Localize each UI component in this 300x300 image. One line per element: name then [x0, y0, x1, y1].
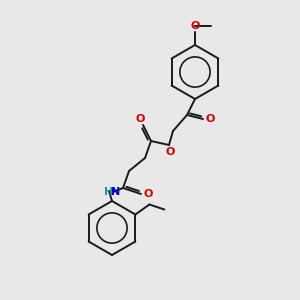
Text: N: N [111, 187, 121, 197]
Text: O: O [190, 21, 200, 31]
Text: O: O [165, 147, 175, 157]
Text: H: H [104, 187, 114, 197]
Text: O: O [143, 189, 152, 199]
Text: O: O [205, 114, 214, 124]
Text: O: O [135, 114, 145, 124]
